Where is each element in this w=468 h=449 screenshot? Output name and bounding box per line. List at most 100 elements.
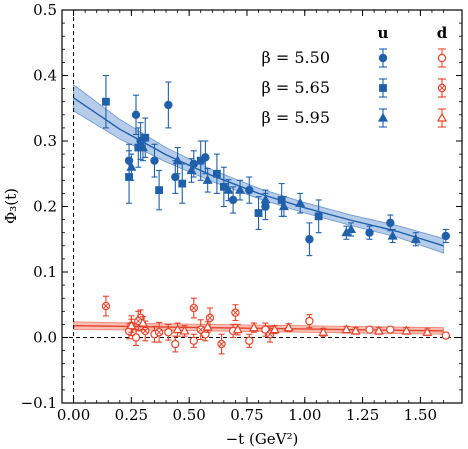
y-axis-title: Φ₃(t) [2, 188, 20, 224]
data-point [314, 199, 323, 234]
marker-triangle [260, 194, 271, 204]
fit-band-u [73, 83, 444, 254]
data-point [228, 186, 238, 214]
marker-triangle [248, 322, 259, 332]
data-point [154, 321, 164, 343]
marker-square [196, 156, 205, 165]
data-point [387, 228, 398, 244]
x-axis-title: −t (GeV²) [226, 430, 299, 448]
data-point [126, 318, 137, 333]
marker-triangle [137, 317, 148, 327]
legend: u d β = 5.50 β = 5.65 β = 5.95 [262, 24, 448, 128]
data-point [232, 323, 243, 336]
data-point [386, 325, 395, 334]
marker-triangle [345, 223, 357, 234]
data-point [102, 74, 110, 129]
data-point [410, 232, 421, 247]
data-point [245, 333, 254, 348]
marker-square [178, 179, 187, 188]
marker-circle [164, 100, 173, 110]
x-tick-label: 0.75 [230, 406, 263, 424]
marker-triangle [202, 174, 213, 184]
data-point [260, 189, 271, 211]
legend-marker-u-triangle [377, 108, 389, 128]
marker-circle [245, 185, 254, 195]
marker-circle [305, 235, 314, 244]
data-point [269, 324, 280, 335]
legend-marker-d-square [437, 78, 447, 98]
legend-header-u: u [378, 24, 389, 42]
data-point [196, 140, 205, 181]
data-point [101, 295, 111, 317]
legend-label-beta-550: β = 5.50 [262, 48, 330, 67]
data-point [373, 325, 384, 335]
marker-square [196, 325, 205, 334]
data-point [441, 331, 451, 340]
data-point [134, 127, 143, 168]
data-point [223, 179, 234, 202]
x-tick-label: 1.25 [346, 406, 379, 424]
x-tick-label: 1.00 [288, 406, 321, 424]
legend-header-d: d [437, 24, 448, 42]
marker-triangle [126, 320, 137, 330]
legend-marker-d-triangle [436, 108, 448, 128]
marker-triangle [401, 325, 412, 335]
y-tick-label: 0.5 [33, 1, 57, 19]
data-point [219, 166, 228, 208]
data-point [202, 167, 213, 193]
fit-line-u [73, 97, 444, 247]
legend-marker-circle [437, 53, 447, 63]
marker-triangle [295, 197, 306, 207]
data-point [401, 325, 412, 335]
marker-triangle [223, 184, 234, 194]
data-point [235, 179, 246, 201]
data-points [101, 74, 451, 355]
y-tick-label: 0.3 [33, 132, 57, 150]
y-tick-label: 0.4 [33, 67, 57, 85]
marker-circle [150, 156, 159, 165]
x-tick-label: 0.00 [57, 406, 90, 424]
legend-marker-u-circle [378, 48, 388, 68]
marker-circle [171, 172, 180, 182]
legend-marker-square [437, 83, 447, 93]
marker-square [205, 313, 215, 323]
marker-circle [245, 336, 254, 345]
legend-marker-square-cross [439, 85, 445, 91]
marker-circle [365, 228, 374, 237]
data-point [137, 315, 148, 331]
marker-triangle [235, 184, 246, 194]
marker-circle [189, 336, 198, 345]
data-point [248, 322, 259, 333]
data-point [318, 326, 329, 337]
marker-square-cross [135, 318, 141, 324]
legend-label-beta-595: β = 5.95 [262, 108, 330, 127]
legend-label-beta-565: β = 5.65 [262, 78, 330, 97]
data-point [422, 326, 433, 337]
y-tick-label: 0.0 [33, 329, 57, 347]
data-point [172, 322, 183, 337]
marker-triangle [341, 324, 352, 334]
legend-marker-triangle [436, 112, 448, 122]
marker-triangle [373, 325, 384, 335]
data-point [345, 222, 357, 237]
marker-triangle [350, 325, 361, 335]
marker-square [189, 303, 198, 313]
data-point [189, 333, 198, 348]
data-point [171, 335, 180, 353]
data-point [179, 325, 190, 337]
marker-square [314, 212, 323, 221]
data-point [189, 297, 198, 319]
data-point [155, 169, 164, 211]
y-tick-label: 0.1 [33, 263, 57, 281]
legend-marker-circle [378, 53, 388, 63]
marker-square [254, 209, 263, 217]
marker-circle [171, 339, 180, 349]
axes: 0.00 0.25 0.50 0.75 1.00 1.25 1.50 −0.1 0.0 0.1 0.… [21, 1, 463, 424]
marker-square [155, 186, 164, 195]
x-tick-label: 1.50 [404, 406, 437, 424]
marker-square [217, 339, 226, 349]
data-point [164, 323, 173, 341]
data-point [150, 143, 159, 178]
legend-marker-u-square [379, 78, 387, 98]
marker-square [154, 328, 164, 337]
